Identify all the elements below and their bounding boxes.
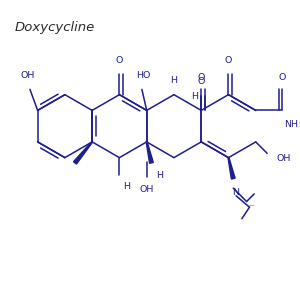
Polygon shape — [146, 142, 153, 163]
Text: OH: OH — [277, 154, 291, 163]
Text: H: H — [123, 182, 130, 191]
Text: N: N — [232, 188, 240, 197]
Text: 2: 2 — [298, 122, 300, 128]
Text: HO: HO — [136, 71, 150, 80]
Text: H: H — [191, 92, 198, 101]
Text: H: H — [156, 170, 163, 179]
Text: H: H — [170, 76, 177, 85]
Text: Doxycycline: Doxycycline — [14, 21, 95, 34]
Text: OH: OH — [21, 71, 35, 80]
Text: NH: NH — [284, 120, 298, 129]
Text: OH: OH — [140, 185, 154, 194]
Polygon shape — [74, 142, 92, 164]
Polygon shape — [228, 158, 235, 179]
Text: O: O — [225, 56, 232, 65]
Text: —: — — [249, 203, 254, 208]
Text: O: O — [197, 76, 205, 85]
Text: O: O — [116, 56, 123, 65]
Text: O: O — [279, 73, 286, 82]
Text: O: O — [197, 73, 205, 82]
